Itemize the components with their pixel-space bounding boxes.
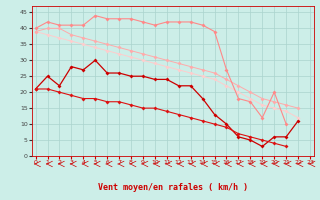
Text: Vent moyen/en rafales ( km/h ): Vent moyen/en rafales ( km/h ) xyxy=(98,183,248,192)
